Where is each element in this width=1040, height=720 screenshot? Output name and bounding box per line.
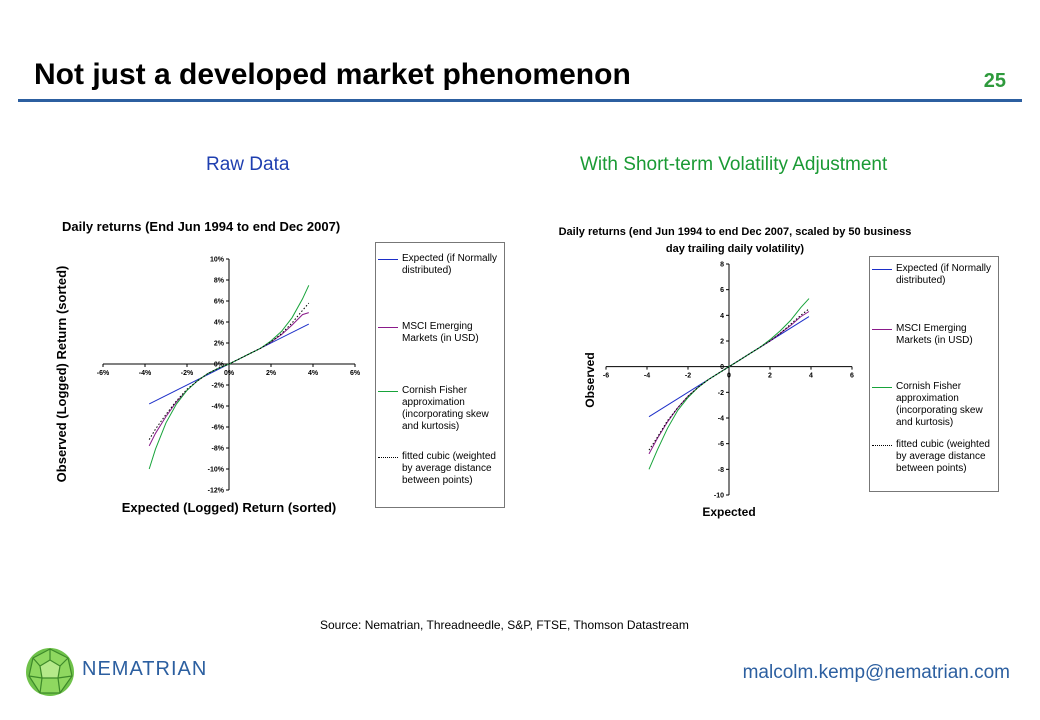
legend-label: Expected (if Normally distributed)	[896, 263, 992, 286]
y-tick-label: -8	[718, 467, 724, 474]
x-tick-label: 0%	[224, 370, 235, 377]
y-tick-label: 8	[720, 262, 724, 269]
chart1-legend: Expected (if Normally distributed) MSCI E…	[375, 242, 505, 508]
y-tick-label: 0	[720, 364, 724, 371]
chart1-title: Daily returns (End Jun 1994 to end Dec 2…	[62, 219, 341, 234]
slide-title: Not just a developed market phenomenon	[34, 58, 631, 91]
legend-label: MSCI Emerging Markets (in USD)	[402, 321, 479, 344]
green-polyhedron-icon	[26, 648, 74, 696]
legend-item-cornish: Cornish Fisher approximation (incorporat…	[378, 385, 498, 433]
legend-label: Cornish Fisher approximation (incorporat…	[402, 385, 489, 432]
legend-swatch-cornish	[872, 387, 892, 388]
legend-swatch-expected	[378, 259, 398, 260]
x-tick-label: -2	[685, 373, 691, 380]
source-note: Source: Nematrian, Threadneedle, S&P, FT…	[320, 618, 689, 632]
y-tick-label: 4	[720, 313, 724, 320]
y-tick-label: -10%	[208, 467, 225, 474]
legend-swatch-cubic	[872, 445, 892, 446]
legend-item-expected: Expected (if Normally distributed)	[872, 263, 992, 287]
y-tick-label: -12%	[208, 488, 225, 495]
y-tick-label: -10	[714, 493, 724, 500]
series-cornish-line	[648, 298, 810, 470]
x-tick-label: 2	[768, 373, 772, 380]
subhead-volatility-adjusted: With Short-term Volatility Adjustment	[580, 154, 888, 175]
y-tick-label: -4	[718, 416, 724, 423]
x-axis-label: Expected (Logged) Return (sorted)	[122, 500, 337, 515]
x-tick-label: -6%	[97, 370, 110, 377]
y-tick-label: 6%	[214, 299, 225, 306]
y-tick-label: -2%	[212, 383, 225, 390]
legend-swatch-cornish	[378, 391, 398, 392]
x-tick-label: 0	[727, 373, 731, 380]
legend-swatch-cubic	[378, 457, 398, 458]
chart2-title: Daily returns (end Jun 1994 to end Dec 2…	[558, 226, 912, 255]
y-axis-label: Observed	[583, 352, 597, 407]
contact-email[interactable]: malcolm.kemp@nematrian.com	[742, 662, 1010, 683]
y-tick-label: 4%	[214, 320, 225, 327]
legend-label: Cornish Fisher approximation (incorporat…	[896, 381, 983, 428]
x-tick-label: 4%	[308, 370, 319, 377]
x-tick-label: -6	[603, 373, 609, 380]
y-tick-label: 2	[720, 339, 724, 346]
y-tick-label: 0%	[214, 362, 225, 369]
subhead-raw-data: Raw Data	[206, 154, 290, 175]
series-cubic-line	[148, 302, 310, 440]
brand-name: NEMATRIAN	[82, 658, 208, 680]
legend-swatch-msci	[378, 327, 398, 328]
legend-item-cubic: fitted cubic (weighted by average distan…	[378, 451, 498, 487]
x-tick-label: 2%	[266, 370, 277, 377]
chart2-legend: Expected (if Normally distributed) MSCI E…	[869, 256, 999, 492]
y-tick-label: -6%	[212, 425, 225, 432]
x-tick-label: -2%	[181, 370, 194, 377]
legend-swatch-msci	[872, 329, 892, 330]
legend-label: fitted cubic (weighted by average distan…	[402, 451, 496, 486]
legend-label: fitted cubic (weighted by average distan…	[896, 439, 990, 474]
legend-item-cornish: Cornish Fisher approximation (incorporat…	[872, 381, 992, 429]
y-tick-label: 10%	[210, 257, 225, 264]
slide-number: 25	[983, 70, 1006, 92]
x-tick-label: -4%	[139, 370, 152, 377]
y-tick-label: 2%	[214, 341, 225, 348]
legend-swatch-expected	[872, 269, 892, 270]
legend-item-msci: MSCI Emerging Markets (in USD)	[378, 321, 498, 345]
x-tick-label: 6%	[350, 370, 361, 377]
legend-label: Expected (if Normally distributed)	[402, 253, 498, 276]
x-axis-label: Expected	[702, 505, 755, 519]
x-tick-label: 6	[850, 373, 854, 380]
y-tick-label: -2	[718, 390, 724, 397]
legend-item-cubic: fitted cubic (weighted by average distan…	[872, 439, 992, 475]
title-rule	[18, 99, 1022, 102]
y-tick-label: 8%	[214, 278, 225, 285]
series-cubic-line	[648, 308, 810, 451]
y-axis-label: Observed (Logged) Return (sorted)	[54, 266, 69, 483]
x-tick-label: 4	[809, 373, 813, 380]
x-tick-label: -4	[644, 373, 650, 380]
y-tick-label: 6	[720, 287, 724, 294]
legend-item-msci: MSCI Emerging Markets (in USD)	[872, 323, 992, 347]
legend-item-expected: Expected (if Normally distributed)	[378, 253, 498, 277]
y-tick-label: -4%	[212, 404, 225, 411]
y-tick-label: -6	[718, 441, 724, 448]
y-tick-label: -8%	[212, 446, 225, 453]
legend-label: MSCI Emerging Markets (in USD)	[896, 323, 973, 346]
